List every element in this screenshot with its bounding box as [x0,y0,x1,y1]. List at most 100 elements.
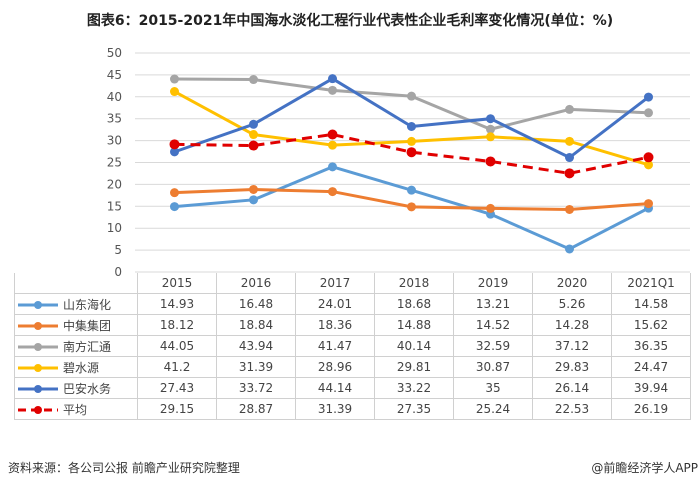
data-point [170,202,179,212]
data-label: 41.47 [295,335,375,357]
data-label: 33.72 [216,377,296,399]
legend-key-icon [18,364,58,372]
legend-key-icon [18,343,58,351]
series-name: 平均 [63,402,88,417]
data-point [249,119,258,129]
data-point [407,121,416,131]
data-point [486,114,495,124]
data-point [644,92,653,102]
series-name: 中集集团 [63,318,112,333]
data-point [407,202,416,212]
data-label: 18.12 [137,314,217,336]
data-label: 18.68 [374,293,454,315]
y-tick-label: 15 [107,199,122,213]
x-tick-label: 2021Q1 [611,273,691,294]
data-point [170,74,179,84]
series-name: 南方汇通 [63,339,112,354]
table-header: 2015 2016 2017 2018 2019 2020 2021Q1 [14,273,691,294]
data-point [486,124,495,134]
data-point [328,162,337,172]
y-tick-label: 30 [107,134,122,148]
header-blank [14,273,138,294]
data-label: 35 [453,377,533,399]
data-label: 13.21 [453,293,533,315]
series-name: 山东海化 [63,297,112,312]
data-label: 14.52 [453,314,533,336]
data-label: 5.26 [532,293,612,315]
y-tick-label: 20 [107,177,122,191]
data-point [486,203,495,213]
data-point [565,136,574,146]
y-tick-label: 0 [114,265,122,279]
data-label: 27.35 [374,398,454,420]
data-point [328,74,337,84]
legend-entry: 平均 [14,398,138,420]
data-label: 14.28 [532,314,612,336]
data-point [170,188,179,198]
data-label: 28.87 [216,398,296,420]
table-row: 山东海化 14.93 16.48 24.01 18.68 13.21 5.26 14.58 [14,293,691,315]
legend-entry: 山东海化 [14,293,138,315]
y-tick-label: 50 [107,46,122,60]
y-tick-label: 40 [107,90,122,104]
data-point [170,87,179,97]
data-point [406,147,417,158]
credit: @前瞻经济学人APP [591,461,698,475]
data-label: 27.43 [137,377,217,399]
y-tick-label: 5 [114,243,122,257]
data-label: 26.19 [611,398,691,420]
data-point [565,104,574,114]
data-point [249,184,258,194]
data-label: 31.39 [295,398,375,420]
data-point [249,130,258,140]
data-label: 36.35 [611,335,691,357]
data-point [407,185,416,195]
data-label: 44.14 [295,377,375,399]
table-row: 南方汇通 44.05 43.94 41.47 40.14 32.59 37.12 36.35 [14,335,691,357]
data-point [565,153,574,163]
legend-key-icon [18,322,58,330]
data-label: 31.39 [216,356,296,378]
data-table: 2015 2016 2017 2018 2019 2020 2021Q1 山东海化 14.93 1… [14,273,691,420]
data-point [328,187,337,197]
legend-entry: 巴安水务 [14,377,138,399]
table-row: 中集集团 18.12 18.84 18.36 14.88 14.52 14.28 15.62 [14,314,691,336]
data-label: 29.15 [137,398,217,420]
data-label: 40.14 [374,335,454,357]
data-label: 24.01 [295,293,375,315]
y-tick-label: 35 [107,112,122,126]
series-name: 巴安水务 [63,381,112,396]
chart-title: 图表6：2015-2021年中国海水淡化工程行业代表性企业毛利率变化情况(单位：… [86,13,614,29]
data-point [249,75,258,85]
data-label: 29.81 [374,356,454,378]
data-label: 33.22 [374,377,454,399]
data-label: 18.84 [216,314,296,336]
data-label: 41.2 [137,356,217,378]
data-point [328,140,337,150]
data-label: 15.62 [611,314,691,336]
data-point [327,129,338,140]
x-tick-label: 2018 [374,273,454,294]
legend-key-icon [18,385,58,393]
legend-entry: 南方汇通 [14,335,138,357]
data-point [407,91,416,101]
x-tick-label: 2016 [216,273,296,294]
data-point [644,199,653,209]
data-label: 26.14 [532,377,612,399]
y-tick-label: 25 [107,156,122,170]
data-label: 32.59 [453,335,533,357]
data-label: 39.94 [611,377,691,399]
data-label: 28.96 [295,356,375,378]
data-label: 18.36 [295,314,375,336]
data-label: 16.48 [216,293,296,315]
data-point [248,140,259,151]
data-point [565,244,574,254]
data-point [643,152,654,163]
data-label: 14.93 [137,293,217,315]
data-label: 30.87 [453,356,533,378]
data-label: 14.88 [374,314,454,336]
x-tick-label: 2015 [137,273,217,294]
data-label: 14.58 [611,293,691,315]
data-point [486,132,495,142]
